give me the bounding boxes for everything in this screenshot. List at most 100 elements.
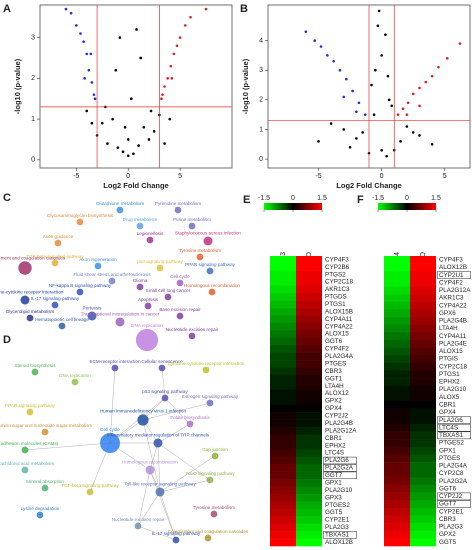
point <box>329 122 333 125</box>
colorbar <box>378 203 436 210</box>
network-node <box>174 206 182 214</box>
gene-box <box>437 431 471 440</box>
gene-label: PLA2G4E <box>439 340 467 347</box>
heat-cell <box>410 332 436 341</box>
gene-label: CYP2J2 <box>439 493 463 500</box>
heat-cell <box>296 427 322 435</box>
point <box>114 68 118 72</box>
point <box>405 125 409 128</box>
point <box>338 68 342 72</box>
network-edge <box>149 442 159 471</box>
gene-label: CYP4A11 <box>325 316 353 323</box>
network-node <box>137 414 149 426</box>
network-node <box>108 277 116 285</box>
heat-cell <box>270 471 296 480</box>
heat-cell <box>384 317 410 325</box>
heat-cell <box>410 500 436 509</box>
heat-cell <box>410 256 436 264</box>
point <box>390 104 394 108</box>
network-node <box>164 293 172 301</box>
network-node <box>76 288 84 296</box>
heat-cell <box>270 419 296 428</box>
heat-cell <box>296 464 322 472</box>
point <box>147 138 151 141</box>
point <box>64 7 68 11</box>
network-node <box>100 433 120 453</box>
point <box>370 83 373 87</box>
point <box>168 117 172 121</box>
gene-label: PTGDS <box>325 294 347 301</box>
network-node <box>211 452 219 460</box>
point <box>85 109 89 113</box>
network-node <box>202 366 210 374</box>
network-node <box>156 264 164 272</box>
colorbar-label: -1.5 <box>258 195 270 202</box>
node-label: Complement and coagulation cascades <box>168 529 249 534</box>
network-node <box>58 322 66 330</box>
point <box>385 154 388 158</box>
heat-cell <box>384 484 410 493</box>
point <box>106 142 109 145</box>
point <box>424 80 428 84</box>
gene-label: GGT7 <box>325 472 343 479</box>
gene-label: PLA2G3 <box>439 524 463 531</box>
y-tick-label: 2 <box>31 75 35 82</box>
heat-cell <box>296 256 322 264</box>
colorbar <box>264 203 322 210</box>
network-node <box>158 364 166 372</box>
network-node <box>136 283 144 291</box>
gene-label: GGT7 <box>439 501 457 508</box>
point <box>458 42 462 45</box>
point <box>163 142 166 145</box>
heat-cell <box>296 382 322 391</box>
node-label: Cytokine-cytokine receptor interaction <box>168 361 245 366</box>
gene-label: GPX6 <box>439 310 456 317</box>
gene-label: GPX4 <box>325 405 342 412</box>
network-edge <box>24 442 111 451</box>
network-node <box>206 267 214 275</box>
point <box>418 86 421 90</box>
point <box>405 113 409 116</box>
network-node <box>26 314 34 322</box>
colorbar-label: 0 <box>291 195 295 202</box>
x-tick-label: 5 <box>443 173 447 180</box>
network-node <box>153 438 163 448</box>
gene-label: CYP2J2 <box>325 413 349 420</box>
gene-label: CYP2C8 <box>439 470 464 477</box>
network-node <box>186 420 194 428</box>
point <box>372 113 376 116</box>
heat-cell <box>270 270 296 279</box>
heat-cell <box>384 332 410 341</box>
heat-cell <box>296 337 322 346</box>
node-label: Gap junction <box>202 447 228 452</box>
network-node <box>111 364 119 372</box>
node-label: IL-17 signaling pathway <box>152 531 201 536</box>
heat-cell <box>270 434 296 443</box>
panel-label: B <box>240 3 248 15</box>
node-label: Legionellosis <box>137 231 164 236</box>
point <box>85 52 89 56</box>
point <box>399 140 402 143</box>
gene-label: PLA2G2A <box>439 478 468 485</box>
node-label: Glycosaminoglycan biosynthesis <box>47 213 114 218</box>
node-label: Lysine degradation <box>21 506 60 511</box>
heat-cell <box>410 530 436 539</box>
node-label: PPAR signaling pathway <box>5 403 56 408</box>
node-label: Cytokine-cytokine receptor interaction <box>0 290 64 295</box>
gene-label: ALOX12B <box>325 539 353 546</box>
point <box>69 11 73 15</box>
gene-box <box>323 471 357 480</box>
gene-label: GGT6 <box>325 338 343 345</box>
heat-cell <box>410 301 436 310</box>
gene-label: GPX1 <box>325 479 342 486</box>
network-node <box>21 446 29 454</box>
colorbar-label: 1.5 <box>431 195 441 202</box>
node-label: FoxO signaling pathway <box>185 471 235 476</box>
gene-label: PLA2G6 <box>439 417 463 424</box>
y-tick-label: 3 <box>31 34 35 41</box>
colorbar-label: 1.5 <box>317 195 327 202</box>
x-tick-label: -5 <box>315 173 321 180</box>
point <box>396 113 400 116</box>
heat-cell <box>410 538 436 547</box>
heat-cell <box>270 479 296 487</box>
